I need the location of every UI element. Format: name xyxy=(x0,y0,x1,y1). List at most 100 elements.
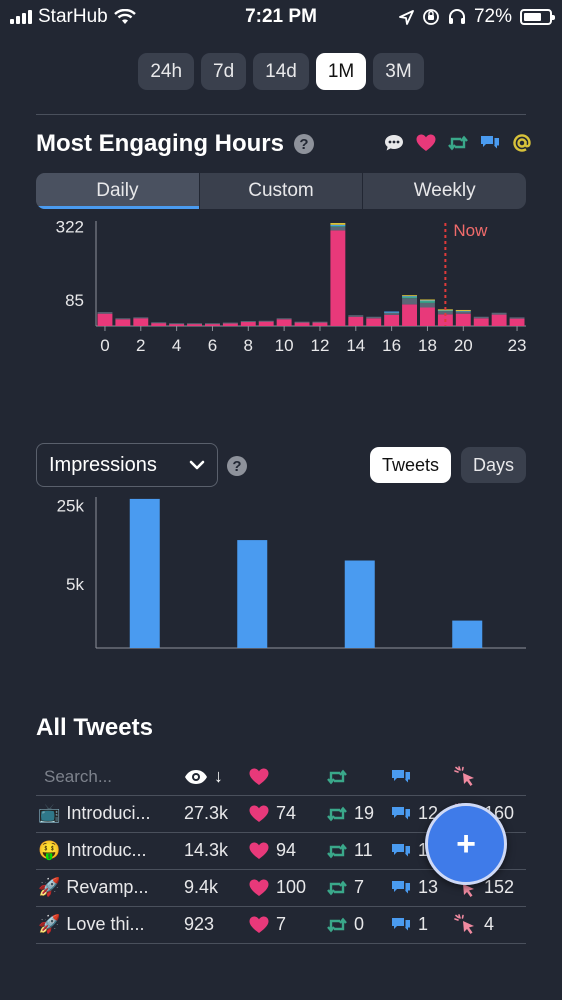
table-row[interactable]: 🚀 Revamp... 9.4k 100 7 13 152 xyxy=(36,869,526,907)
sort-likes[interactable] xyxy=(248,758,270,795)
impressions-value: 27.3k xyxy=(184,803,229,823)
comment-icon[interactable] xyxy=(383,132,405,154)
hour-bar-segment xyxy=(312,322,328,326)
reply-icon xyxy=(392,843,410,856)
likes-value: 100 xyxy=(276,877,307,897)
hour-bar-segment xyxy=(420,300,435,302)
engaging-title: Most Engaging Hours xyxy=(36,130,284,157)
carrier-name: StarHub xyxy=(38,6,108,27)
tweet-emoji: 🤑 xyxy=(38,840,61,860)
impression-bar[interactable] xyxy=(452,620,483,648)
hour-bar-segment xyxy=(384,311,400,313)
heart-icon xyxy=(249,805,269,822)
retweets-value: 7 xyxy=(354,877,365,897)
table-row[interactable]: 🚀 Love thi... 923 7 0 1 4 xyxy=(36,906,526,944)
hour-bar-segment xyxy=(312,321,328,323)
hour-bar-segment xyxy=(437,310,453,312)
hour-bar-segment xyxy=(473,318,489,326)
hour-bar-segment xyxy=(402,304,417,326)
metric-dropdown[interactable]: Impressions xyxy=(36,443,218,487)
add-button[interactable]: + xyxy=(425,803,507,885)
reply-icon xyxy=(392,806,410,819)
search-input[interactable]: Search... xyxy=(44,766,113,786)
clicks-value: 4 xyxy=(484,914,495,934)
range-14d[interactable]: 14d xyxy=(253,53,309,90)
metric-filter xyxy=(383,132,533,154)
hour-bar-segment xyxy=(258,320,274,322)
impressions-value: 923 xyxy=(184,914,215,934)
heart-icon xyxy=(249,768,269,785)
hour-bar-segment xyxy=(455,309,471,311)
impression-bar[interactable] xyxy=(237,540,268,648)
hour-bar-segment xyxy=(491,312,507,315)
toggle-days[interactable]: Days xyxy=(461,447,527,483)
hour-bar-segment xyxy=(402,296,417,299)
sort-impressions[interactable]: ↓ xyxy=(184,758,223,795)
reply-icon[interactable] xyxy=(479,132,501,154)
clicks-value: 152 xyxy=(484,877,515,897)
retweet-icon xyxy=(327,917,347,932)
x-tick-label: 0 xyxy=(100,336,109,355)
hour-bar-segment xyxy=(97,313,113,326)
tweet-emoji: 🚀 xyxy=(38,914,61,934)
tab-custom[interactable]: Custom xyxy=(200,173,364,209)
y-tick-label: 25k xyxy=(57,496,85,515)
metric-dropdown-value: Impressions xyxy=(49,453,157,476)
hour-bar-segment xyxy=(330,230,346,326)
sort-clicks[interactable] xyxy=(454,758,478,795)
hour-bar-segment xyxy=(330,225,346,227)
hour-bar-segment xyxy=(258,321,274,326)
range-24h[interactable]: 24h xyxy=(138,53,195,90)
hour-bar-segment xyxy=(330,223,346,225)
hour-bar-segment xyxy=(205,323,220,325)
hour-bar-segment xyxy=(402,298,417,305)
hour-bar-segment xyxy=(151,322,167,326)
tab-weekly[interactable]: Weekly xyxy=(413,180,476,201)
hour-bar-segment xyxy=(133,317,149,319)
y-tick-label: 85 xyxy=(65,291,84,310)
sort-arrow-icon: ↓ xyxy=(214,766,223,786)
hour-bar-segment xyxy=(276,319,292,326)
hour-bar-segment xyxy=(348,315,364,317)
orientation-lock-icon xyxy=(423,9,439,25)
hour-bar-segment xyxy=(330,224,346,226)
mention-icon[interactable] xyxy=(511,132,533,154)
sort-replies[interactable] xyxy=(390,758,412,795)
hour-bar-segment xyxy=(169,323,185,325)
range-7d[interactable]: 7d xyxy=(201,53,247,90)
reply-icon xyxy=(392,769,410,782)
toggle-tweets[interactable]: Tweets xyxy=(370,447,452,483)
hour-bar-segment xyxy=(240,321,256,323)
status-right: 72% xyxy=(399,6,555,28)
hour-bar-segment xyxy=(348,316,364,326)
tab-daily[interactable]: Daily xyxy=(36,173,200,209)
range-1m[interactable]: 1M xyxy=(315,53,367,90)
engaging-help-icon[interactable]: ? xyxy=(294,134,314,154)
retweet-icon xyxy=(327,769,347,784)
x-tick-label: 10 xyxy=(275,336,294,355)
engaging-tabs: Daily Custom Weekly xyxy=(36,173,526,209)
heart-icon[interactable] xyxy=(415,132,437,154)
retweet-icon[interactable] xyxy=(447,132,469,154)
impressions-help-icon[interactable]: ? xyxy=(227,456,247,476)
signal-icon xyxy=(10,10,32,24)
engaging-hours-chart: 85 322 0 2 4 6 8 10 12 14 16 18 20 23 Now xyxy=(56,218,527,355)
retweets-value: 0 xyxy=(354,914,365,934)
hour-bar-segment xyxy=(473,316,489,319)
retweets-value: 11 xyxy=(354,840,373,860)
hour-bar-segment xyxy=(115,319,131,326)
x-tick-label: 14 xyxy=(346,336,365,355)
hour-bar-segment xyxy=(491,314,507,326)
tweet-emoji: 📺 xyxy=(38,803,61,823)
impression-bar[interactable] xyxy=(344,560,375,648)
x-tick-label: 12 xyxy=(310,336,329,355)
range-3m[interactable]: 3M xyxy=(373,53,424,90)
retweet-icon xyxy=(327,843,347,858)
carrier: StarHub xyxy=(10,6,136,28)
replies-value: 1 xyxy=(418,914,429,934)
hour-bar-segment xyxy=(509,318,525,326)
hour-bar-segment xyxy=(133,318,149,326)
sort-retweets[interactable] xyxy=(326,758,348,795)
impression-bar[interactable] xyxy=(129,498,160,648)
battery-fill xyxy=(524,13,542,21)
